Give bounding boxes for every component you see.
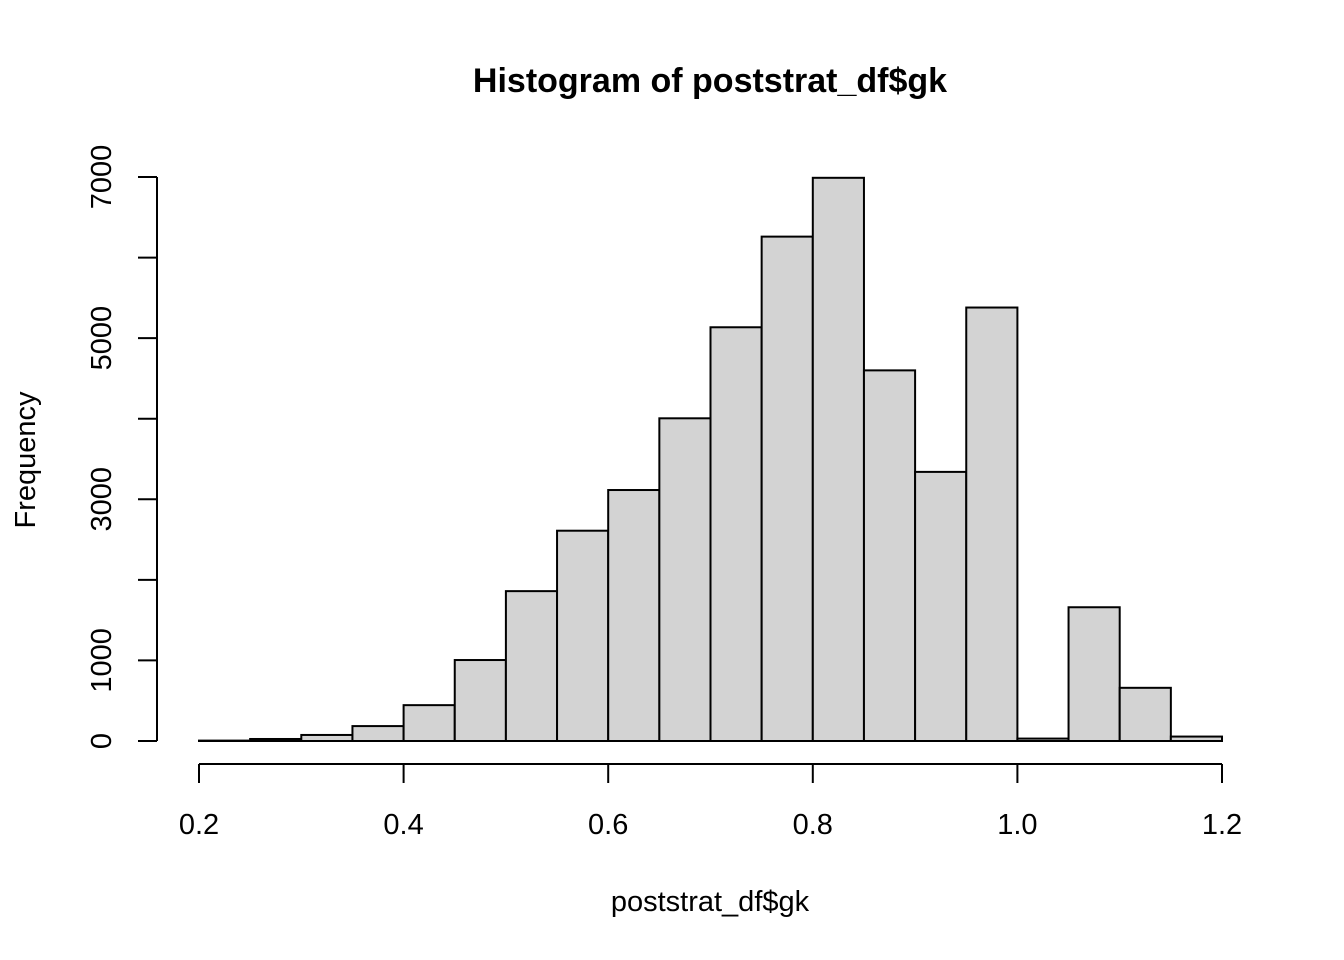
histogram-bar	[1169, 735, 1223, 743]
chart-title: Histogram of poststrat_df$gk	[473, 62, 947, 100]
x-axis-label: poststrat_df$gk	[611, 886, 810, 918]
histogram-bar	[709, 326, 763, 742]
histogram-bar	[1067, 606, 1121, 742]
y-tick-label: 0	[86, 733, 118, 749]
histogram-bar	[760, 235, 814, 742]
x-tick-label: 0.2	[179, 809, 219, 841]
histogram-bar	[914, 470, 968, 742]
histogram-bar	[402, 704, 456, 743]
x-tick-label: 1.0	[997, 809, 1037, 841]
histogram-bar	[607, 489, 661, 742]
histogram-bar	[300, 733, 354, 743]
y-axis: 0 1000 3000 5000 7000	[86, 145, 158, 749]
histogram-bar	[1016, 737, 1070, 743]
x-tick-label: 0.4	[383, 809, 423, 841]
histogram-bar	[811, 176, 865, 742]
y-tick-label: 7000	[86, 145, 118, 210]
y-tick-label: 5000	[86, 306, 118, 371]
x-tick-label: 1.2	[1202, 809, 1242, 841]
histogram-bar	[249, 737, 303, 742]
histogram-bar	[1118, 686, 1172, 743]
x-tick-label: 0.6	[588, 809, 628, 841]
y-axis-label: Frequency	[10, 391, 42, 529]
histogram-bar	[453, 659, 507, 743]
histogram-bar	[351, 725, 405, 743]
y-tick-label: 1000	[86, 628, 118, 693]
y-tick-label: 3000	[86, 467, 118, 532]
x-axis: 0.2 0.4 0.6 0.8 1.0 1.2	[179, 763, 1242, 841]
histogram-bar	[556, 529, 610, 743]
histogram-bar	[862, 369, 917, 742]
x-tick-label: 0.8	[793, 809, 833, 841]
histogram-bar	[965, 306, 1019, 742]
histogram-bar	[504, 590, 559, 743]
bars-group	[198, 176, 1223, 743]
histogram-bar	[658, 417, 712, 742]
